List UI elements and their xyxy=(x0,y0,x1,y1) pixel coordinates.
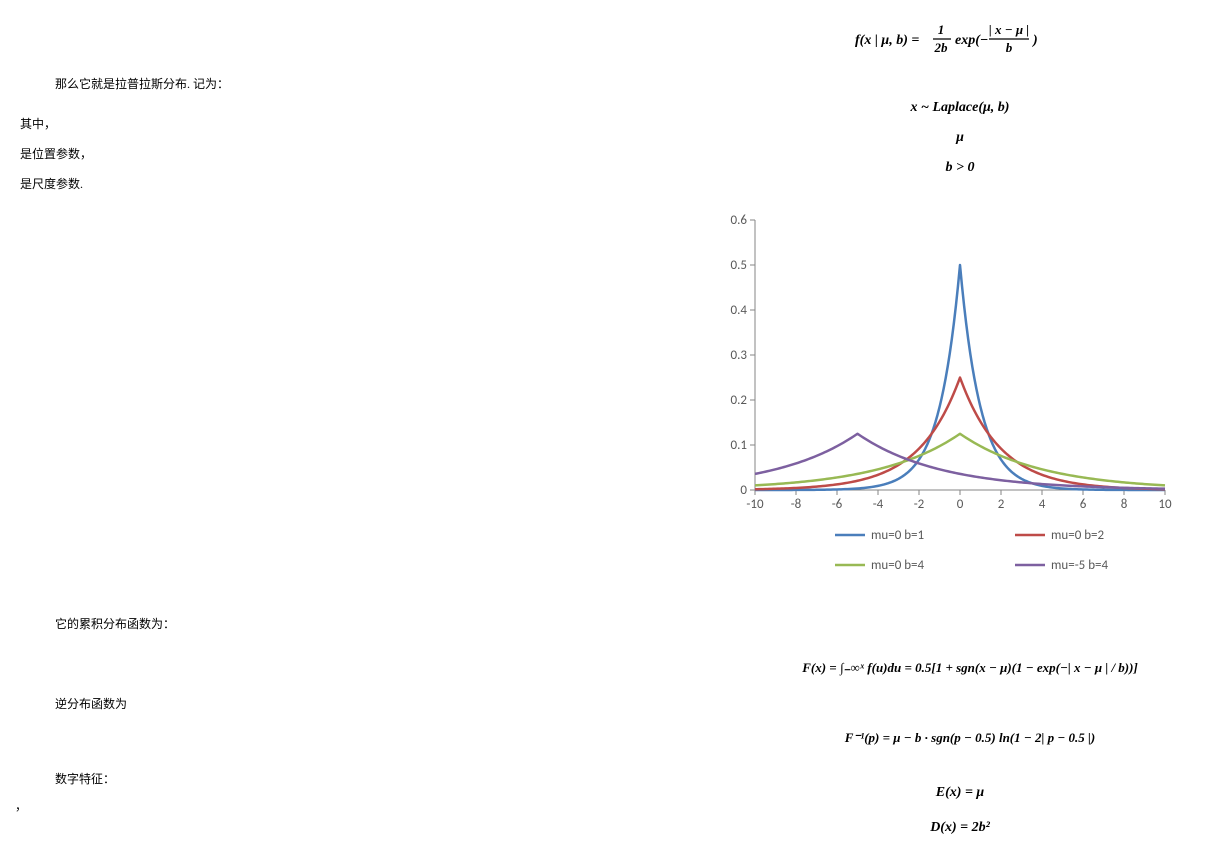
ytick-label: 0.5 xyxy=(731,258,747,273)
text-line1: 那么它就是拉普拉斯分布. 记为： xyxy=(55,75,229,92)
formula-notation: x ~ Laplace(μ, b) xyxy=(900,100,1020,116)
svg-text:): ) xyxy=(1031,33,1038,48)
text-line4: 是尺度参数. xyxy=(20,175,83,192)
ytick-label: 0.2 xyxy=(731,393,748,408)
text-comma: ， xyxy=(15,797,27,814)
svg-text:1: 1 xyxy=(938,22,945,37)
xtick-label: -4 xyxy=(873,497,884,512)
formula-mean: E(x) = μ xyxy=(925,785,995,801)
text-line5: 它的累积分布函数为： xyxy=(55,615,175,632)
svg-text:| x − μ |: | x − μ | xyxy=(989,22,1029,37)
svg-text:2b: 2b xyxy=(934,40,949,55)
xtick-label: -2 xyxy=(914,497,925,512)
formula-pdf: f(x | μ, b) = 1 2b exp(− | x − μ | b ) xyxy=(855,20,1045,56)
xtick-label: -8 xyxy=(791,497,802,512)
formula-b: b > 0 xyxy=(940,160,980,176)
formula-cdf: F(x) = ∫₋∞ˣ f(u)du = 0.5[1 + sgn(x − μ)(… xyxy=(770,660,1170,676)
xtick-label: 2 xyxy=(998,497,1005,512)
formula-var: D(x) = 2b² xyxy=(920,820,1000,836)
legend-label: mu=-5 b=4 xyxy=(1051,558,1109,573)
text-line6: 逆分布函数为 xyxy=(55,695,127,712)
series-line xyxy=(755,434,1165,486)
ytick-label: 0.4 xyxy=(731,303,748,318)
xtick-label: -10 xyxy=(746,497,764,512)
ytick-label: 0.6 xyxy=(731,213,748,228)
ytick-label: 0 xyxy=(740,483,747,498)
xtick-label: 0 xyxy=(957,497,964,512)
svg-text:f(x | μ, b) =: f(x | μ, b) = xyxy=(855,33,919,48)
ytick-label: 0.1 xyxy=(731,438,747,453)
legend-label: mu=0 b=2 xyxy=(1051,528,1105,543)
xtick-label: 10 xyxy=(1158,497,1172,512)
ytick-label: 0.3 xyxy=(731,348,748,363)
svg-text:b: b xyxy=(1006,40,1013,55)
legend-label: mu=0 b=1 xyxy=(871,528,924,543)
text-line7: 数字特征： xyxy=(55,770,115,787)
xtick-label: 6 xyxy=(1080,497,1087,512)
xtick-label: 8 xyxy=(1121,497,1128,512)
laplace-chart: 0 0.1 0.2 0.3 0.4 0.5 0.6 -10 -8 -6 -4 -2 0 2 4 6 8 10 mu=… xyxy=(710,210,1180,600)
formula-mu: μ xyxy=(950,130,970,146)
svg-text:exp(−: exp(− xyxy=(955,33,988,48)
xtick-label: 4 xyxy=(1039,497,1046,512)
text-line3: 是位置参数， xyxy=(20,145,92,162)
legend-label: mu=0 b=4 xyxy=(871,558,925,573)
text-line2: 其中， xyxy=(20,115,56,132)
xtick-label: -6 xyxy=(832,497,843,512)
formula-inverse: F⁻¹(p) = μ − b · sgn(p − 0.5) ln(1 − 2| … xyxy=(810,730,1130,746)
